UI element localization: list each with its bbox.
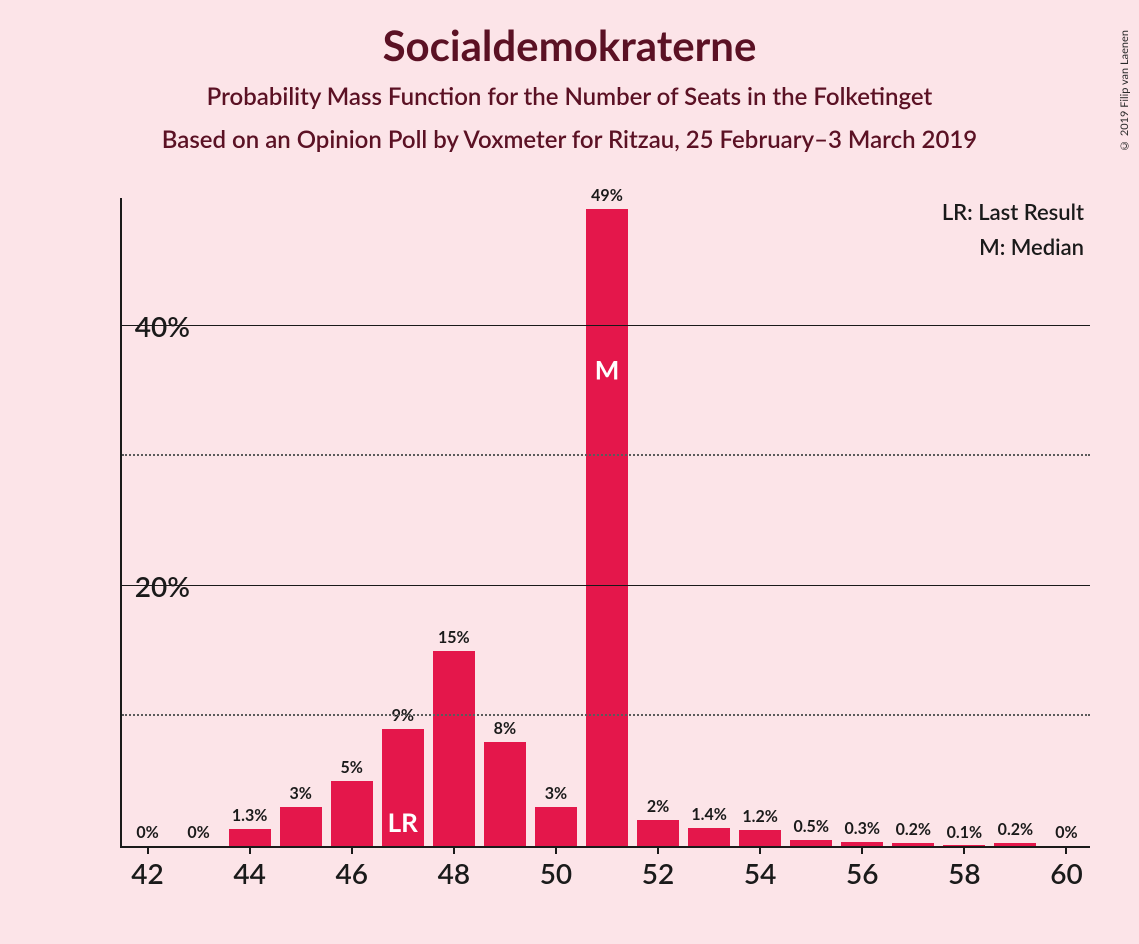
chart: 0%0%1.3%3%5%9%LR15%8%3%49%M2%1.4%1.2%0.5… xyxy=(40,198,1100,898)
bar: 1.3% xyxy=(229,829,271,846)
bar-value-label: 0% xyxy=(127,823,169,842)
bar-value-label: 15% xyxy=(433,628,475,647)
bar-value-label: 8% xyxy=(484,719,526,738)
last-result-marker: LR xyxy=(382,806,424,838)
bar: 8% xyxy=(484,742,526,846)
bar-container: 0%0%1.3%3%5%9%LR15%8%3%49%M2%1.4%1.2%0.5… xyxy=(122,198,1090,846)
bar: 3% xyxy=(280,807,322,846)
x-tick xyxy=(1065,846,1067,854)
bar-value-label: 1.3% xyxy=(229,806,271,825)
x-tick xyxy=(759,846,761,854)
bar-value-label: 0% xyxy=(1046,823,1088,842)
x-axis-label: 42 xyxy=(131,856,163,890)
chart-title: Socialdemokraterne xyxy=(0,20,1139,70)
bar: 49%M xyxy=(586,209,628,846)
bar-value-label: 0.2% xyxy=(994,820,1036,839)
bar: 1.4% xyxy=(688,828,730,846)
bar: 0.5% xyxy=(790,840,832,847)
bar-value-label: 3% xyxy=(280,784,322,803)
bar: 0.2% xyxy=(892,843,934,846)
x-axis-label: 46 xyxy=(335,856,367,890)
x-axis-label: 56 xyxy=(846,856,878,890)
bar: 0.2% xyxy=(994,843,1036,846)
bar-value-label: 0% xyxy=(178,823,220,842)
plot-area: 0%0%1.3%3%5%9%LR15%8%3%49%M2%1.4%1.2%0.5… xyxy=(120,198,1090,848)
bar-value-label: 0.5% xyxy=(790,817,832,836)
x-axis-label: 54 xyxy=(744,856,776,890)
x-axis-label: 44 xyxy=(233,856,265,890)
median-marker: M xyxy=(586,353,628,676)
grid-minor xyxy=(122,454,1090,456)
x-tick xyxy=(147,846,149,854)
bar: 9%LR xyxy=(382,729,424,846)
bar: 5% xyxy=(331,781,373,846)
bar-value-label: 0.1% xyxy=(943,823,985,842)
x-tick xyxy=(555,846,557,854)
x-tick xyxy=(861,846,863,854)
bar: 2% xyxy=(637,820,679,846)
bar-value-label: 0.2% xyxy=(892,820,934,839)
bar-value-label: 1.2% xyxy=(739,807,781,826)
x-axis-label: 50 xyxy=(540,856,572,890)
bar-value-label: 1.4% xyxy=(688,805,730,824)
y-axis-label: 40% xyxy=(100,309,190,343)
x-tick xyxy=(249,846,251,854)
x-axis-label: 48 xyxy=(438,856,470,890)
x-tick xyxy=(453,846,455,854)
bar-value-label: 3% xyxy=(535,784,577,803)
x-tick xyxy=(963,846,965,854)
x-axis-label: 52 xyxy=(642,856,674,890)
x-axis-label: 60 xyxy=(1050,856,1082,890)
x-tick xyxy=(351,846,353,854)
chart-subtitle-2: Based on an Opinion Poll by Voxmeter for… xyxy=(0,125,1139,154)
bar-value-label: 2% xyxy=(637,797,679,816)
bar-value-label: 5% xyxy=(331,758,373,777)
bar-value-label: 0.3% xyxy=(841,819,883,838)
bar: 3% xyxy=(535,807,577,846)
y-axis-label: 20% xyxy=(100,569,190,603)
grid-major xyxy=(122,585,1090,586)
bar: 15% xyxy=(433,651,475,846)
bar: 1.2% xyxy=(739,830,781,846)
grid-minor xyxy=(122,714,1090,716)
bar-value-label: 49% xyxy=(586,186,628,205)
x-axis-label: 58 xyxy=(948,856,980,890)
x-tick xyxy=(657,846,659,854)
copyright-text: © 2019 Filip van Laenen xyxy=(1118,30,1131,152)
grid-major xyxy=(122,325,1090,326)
chart-subtitle-1: Probability Mass Function for the Number… xyxy=(0,82,1139,111)
